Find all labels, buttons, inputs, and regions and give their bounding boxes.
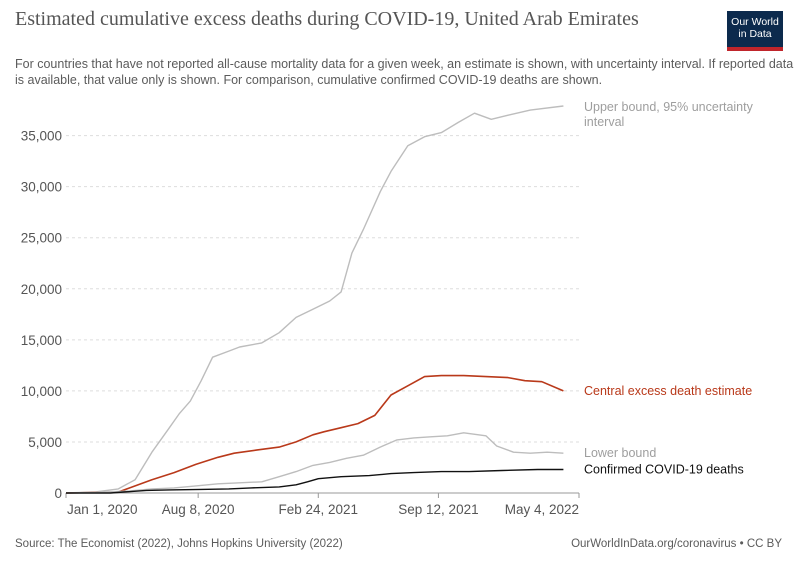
series-line-confirmed[interactable]: [66, 468, 564, 494]
y-tick-label: 25,000: [21, 231, 62, 246]
x-tick-label: Feb 24, 2021: [279, 502, 359, 517]
series-lines[interactable]: [65, 105, 564, 494]
line-chart[interactable]: 0 5,000 10,000 15,000 20,000 25,000 30,000 35,0…: [0, 0, 800, 530]
y-tick-label: 5,000: [28, 435, 62, 450]
x-tick-label: Jan 1, 2020: [67, 502, 138, 517]
y-tick-label: 10,000: [21, 384, 62, 399]
y-tick-label: 0: [54, 486, 62, 501]
x-tick-label: May 4, 2022: [505, 502, 579, 517]
owid-logo[interactable]: Our World in Data: [727, 11, 783, 51]
series-labels: Upper bound, 95% uncertainty interval Cent…: [584, 100, 754, 476]
series-label-lower: Lower bound: [584, 446, 656, 460]
series-label-confirmed: Confirmed COVID-19 deaths: [584, 463, 744, 477]
series-line-lower[interactable]: [65, 432, 564, 494]
y-tick-label: 15,000: [21, 333, 62, 348]
chart-subtitle: For countries that have not reported all…: [15, 57, 794, 87]
chart-title: Estimated cumulative excess deaths durin…: [15, 8, 639, 30]
series-label-upper: Upper bound, 95% uncertainty interval: [584, 100, 754, 129]
y-tick-label: 30,000: [21, 180, 62, 195]
series-line-upper[interactable]: [65, 105, 564, 494]
license-link[interactable]: OurWorldInData.org/coronavirus • CC BY: [571, 538, 782, 550]
series-line-central[interactable]: [65, 374, 564, 494]
grid-lines: [66, 135, 579, 443]
y-axis-tick-labels: 0 5,000 10,000 15,000 20,000 25,000 30,000 35,0…: [21, 129, 62, 501]
x-tick-label: Aug 8, 2020: [162, 502, 235, 517]
source-note: Source: The Economist (2022), Johns Hopk…: [15, 538, 343, 550]
x-axis: Jan 1, 2020 Aug 8, 2020 Feb 24, 2021 Sep 12…: [65, 492, 580, 517]
y-tick-label: 35,000: [21, 129, 62, 144]
x-tick-label: Sep 12, 2021: [398, 502, 478, 517]
logo-line-1: Our World: [731, 16, 779, 28]
y-tick-label: 20,000: [21, 282, 62, 297]
logo-line-2: in Data: [738, 28, 772, 40]
logo-accent-bar: [727, 47, 783, 51]
series-label-central: Central excess death estimate: [584, 384, 752, 398]
